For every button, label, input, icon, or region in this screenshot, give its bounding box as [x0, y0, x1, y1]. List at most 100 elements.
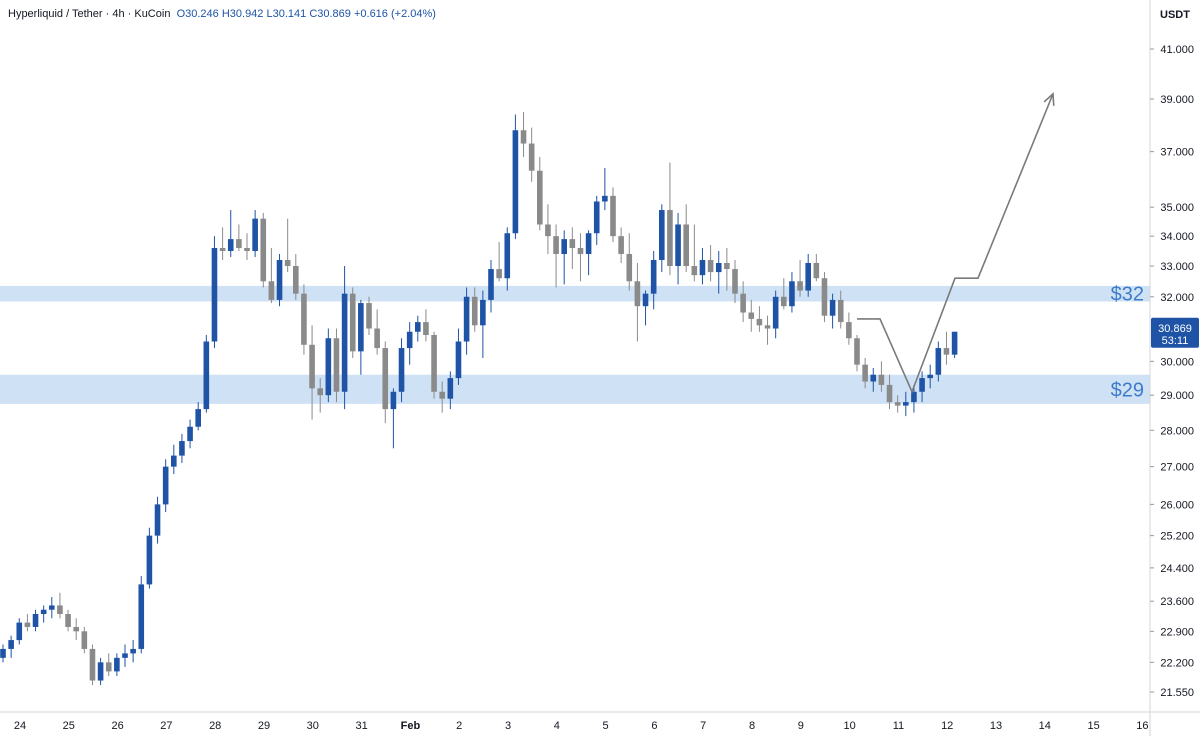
- zone-band: [0, 374, 1150, 404]
- x-tick-label: 13: [990, 720, 1002, 732]
- candle: [862, 357, 868, 389]
- candle-body: [211, 248, 218, 342]
- candle-body: [927, 374, 933, 379]
- candle-body: [781, 296, 787, 307]
- candle: [740, 281, 746, 323]
- candle-body: [374, 328, 380, 349]
- candle-body: [301, 293, 307, 345]
- candle-body: [423, 322, 429, 335]
- candle-body: [935, 348, 942, 375]
- candle-body: [805, 262, 811, 291]
- candle-body: [797, 281, 803, 291]
- candle-body: [276, 259, 283, 300]
- candle-body: [659, 210, 665, 260]
- candle-body: [293, 266, 299, 294]
- candle-body: [569, 239, 576, 249]
- high-value: H30.942: [221, 8, 264, 20]
- candle-body: [65, 614, 71, 627]
- candle-body: [504, 233, 511, 279]
- candle-body: [398, 348, 405, 392]
- candle: [16, 618, 23, 645]
- symbol-label: Hyperliquid / Tether · 4h · KuCoin: [8, 8, 171, 20]
- candle-body: [610, 195, 616, 237]
- candle: [73, 618, 79, 641]
- candle: [724, 248, 730, 291]
- candle: [504, 227, 511, 291]
- candle: [805, 253, 811, 297]
- candle-body: [154, 504, 161, 536]
- candle-body: [97, 662, 104, 681]
- candle: [707, 245, 714, 282]
- candle: [65, 609, 71, 632]
- y-tick-label: 22.200: [1160, 657, 1194, 669]
- projection-line: [857, 93, 1054, 394]
- candle-body: [528, 143, 535, 171]
- candle: [358, 299, 364, 375]
- y-tick-label: 24.400: [1160, 563, 1194, 575]
- candle-body: [740, 293, 746, 313]
- candle: [528, 127, 535, 182]
- x-tick-label: 4: [554, 720, 560, 732]
- candle-body: [618, 236, 624, 254]
- candle-body: [878, 374, 885, 385]
- candle-body: [561, 239, 567, 254]
- candle: [772, 290, 779, 339]
- candle-body: [854, 338, 860, 365]
- x-tick-label: 24: [14, 720, 26, 732]
- candle: [642, 290, 649, 326]
- candle-body: [415, 322, 421, 332]
- candle-body: [894, 402, 901, 406]
- candle: [333, 328, 340, 403]
- candle-body: [919, 378, 925, 392]
- candle: [244, 233, 250, 260]
- candle-body: [114, 657, 120, 672]
- candle: [341, 266, 348, 410]
- candle: [0, 644, 6, 663]
- candle-body: [650, 259, 657, 294]
- candle-body: [431, 334, 437, 392]
- candle-body: [195, 409, 201, 427]
- candle: [650, 250, 657, 310]
- bar-countdown: 53:11: [1162, 335, 1189, 347]
- y-tick-label: 25.200: [1160, 531, 1194, 543]
- x-tick-label: 2: [456, 720, 462, 732]
- candle-body: [325, 338, 332, 396]
- candle-body: [81, 631, 88, 649]
- candle-body: [732, 269, 738, 294]
- candle-body: [8, 640, 14, 649]
- low-value: L30.141: [266, 8, 307, 20]
- x-tick-label: 29: [258, 720, 270, 732]
- candle: [911, 384, 917, 413]
- candle: [577, 233, 584, 282]
- candle-body: [105, 662, 112, 672]
- candle-body: [146, 535, 153, 585]
- candle-body: [537, 170, 543, 225]
- x-tick-label: 9: [798, 720, 804, 732]
- candle-body: [545, 224, 551, 237]
- candle: [715, 250, 722, 294]
- candle: [602, 167, 608, 211]
- candle: [943, 331, 950, 365]
- x-tick-label: 15: [1087, 720, 1099, 732]
- candle: [114, 653, 120, 676]
- candle: [813, 253, 820, 282]
- x-tick-label: 31: [355, 720, 367, 732]
- candle-body: [252, 218, 258, 251]
- candle: [463, 287, 470, 355]
- candle: [781, 278, 787, 310]
- candle: [398, 338, 405, 403]
- candle: [659, 204, 665, 273]
- candle-body: [439, 391, 445, 399]
- candle-body: [455, 341, 462, 379]
- x-tick-label: 16: [1136, 720, 1148, 732]
- x-tick-label: 12: [941, 720, 953, 732]
- candle: [935, 341, 942, 382]
- candle: [187, 419, 193, 449]
- y-tick-label: 22.900: [1160, 626, 1194, 638]
- candle-body: [886, 384, 893, 403]
- candle-body: [260, 218, 267, 282]
- x-tick-label: 26: [111, 720, 123, 732]
- candle: [236, 224, 242, 251]
- candle: [545, 204, 551, 254]
